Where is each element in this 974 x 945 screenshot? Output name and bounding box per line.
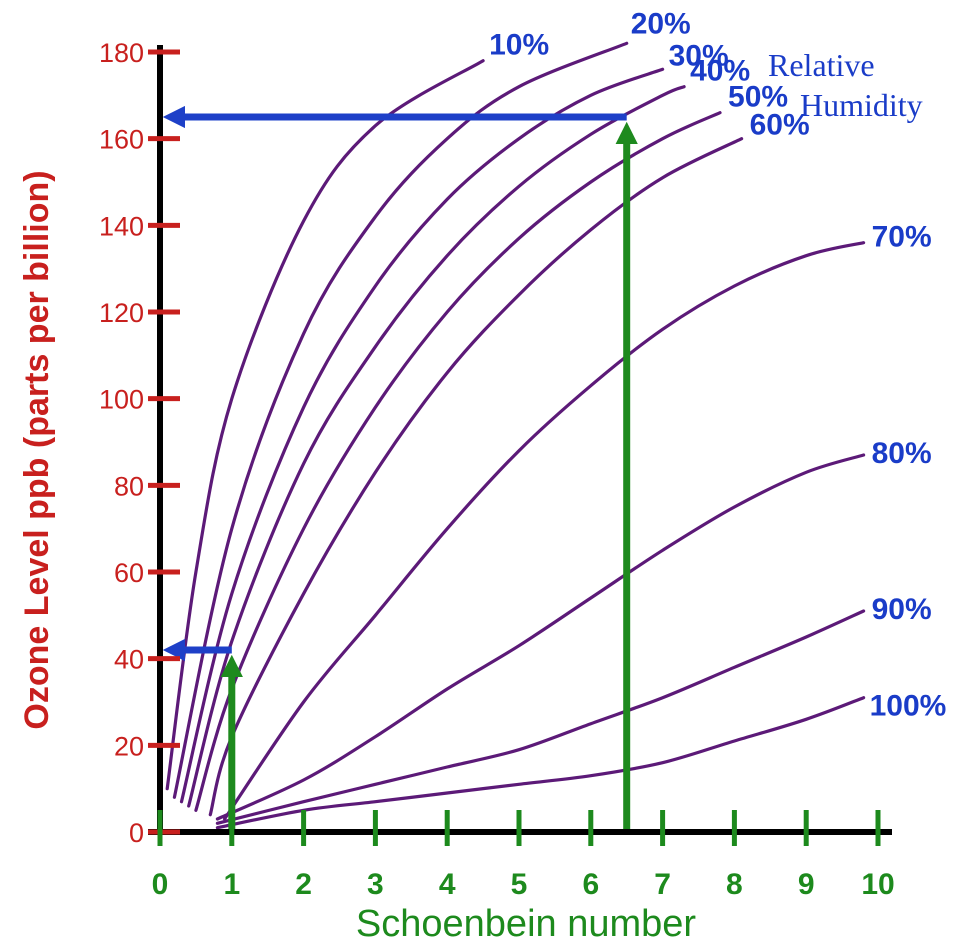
- curve-rh-70: [223, 241, 866, 821]
- y-tick-label-80: 80: [114, 471, 144, 501]
- curve-rh-80: [215, 453, 866, 821]
- x-tick-label-8: 8: [726, 868, 743, 901]
- curve-rh-40: [187, 85, 686, 808]
- rh-label-20: 20%: [631, 7, 691, 40]
- x-tick-label-0: 0: [152, 868, 169, 901]
- y-tick-label-100: 100: [99, 385, 144, 415]
- rh-label-10: 10%: [489, 29, 549, 62]
- rh-label-30: 30%: [669, 39, 729, 72]
- rh-label-50: 50%: [728, 81, 788, 114]
- x-tick-label-2: 2: [295, 868, 312, 901]
- humidity-labels: 10% 20%30%40%50%60% 70% 80% 90% 100%: [489, 7, 946, 722]
- x-tick-label-9: 9: [798, 868, 815, 901]
- reading-arrows: [162, 105, 638, 832]
- y-tick-label-60: 60: [114, 558, 144, 588]
- x-ticks: 0 1 2 3 4 5 6 7 8 9 10: [152, 810, 895, 901]
- y-tick-label-180: 180: [99, 38, 144, 68]
- x-tick-label-4: 4: [439, 868, 456, 901]
- legend-title-line-1: Relative: [768, 47, 875, 83]
- legend-title-line-2: Humidity: [800, 87, 923, 123]
- y-tick-label-20: 20: [114, 731, 144, 761]
- x-tick-label-6: 6: [582, 868, 599, 901]
- y-tick-label-140: 140: [99, 211, 144, 241]
- y-tick-label-120: 120: [99, 298, 144, 328]
- x-tick-label-3: 3: [367, 868, 384, 901]
- curve-rh-90: [215, 609, 866, 825]
- x-tick-label-5: 5: [511, 868, 528, 901]
- rh-label-70: 70%: [872, 221, 932, 254]
- x-axis-label: Schoenbein number: [356, 903, 696, 945]
- rh-label-100: 100%: [870, 690, 947, 723]
- curve-rh-30: [179, 67, 665, 804]
- rh-label-60: 60%: [750, 109, 810, 142]
- y-axis-label: Ozone Level ppb (parts per billion): [18, 170, 56, 729]
- rh-label-90: 90%: [872, 593, 932, 626]
- x-tick-label-1: 1: [223, 868, 240, 901]
- y-ticks: 0 20 40 60 80 100 120 140 160 180: [99, 38, 180, 848]
- rh-label-40: 40%: [690, 55, 750, 88]
- curve-rh-10: [165, 59, 485, 791]
- x-tick-label-10: 10: [861, 868, 894, 901]
- y-tick-label-40: 40: [114, 645, 144, 675]
- rh-label-80: 80%: [872, 437, 932, 470]
- curve-rh-20: [172, 41, 629, 799]
- curve-rh-100: [215, 696, 866, 830]
- y-tick-label-160: 160: [99, 125, 144, 155]
- y-tick-label-0: 0: [129, 818, 144, 848]
- x-tick-label-7: 7: [654, 868, 671, 901]
- curve-rh-60: [208, 137, 744, 817]
- humidity-curves: [165, 41, 866, 830]
